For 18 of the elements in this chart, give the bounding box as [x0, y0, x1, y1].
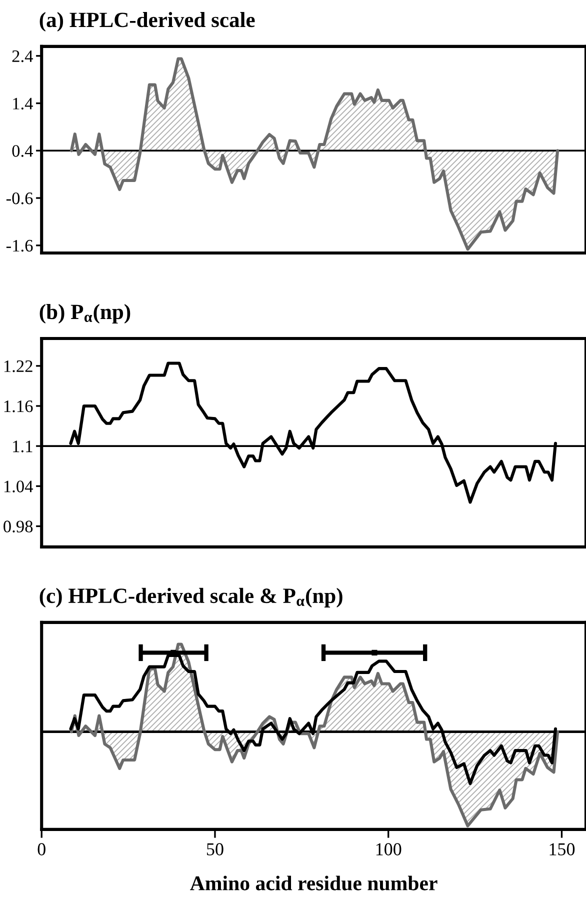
y-tick-label: -0.6 [6, 192, 33, 204]
x-tick-label: 150 [550, 843, 575, 856]
y-tick-label: 0.4 [12, 145, 33, 157]
chart-title: (a) HPLC-derived scale [40, 12, 255, 32]
y-tick-label: 2.4 [12, 50, 33, 62]
y-tick-label: 1.4 [13, 98, 33, 110]
x-axis-title: Amino acid residue number [190, 876, 438, 890]
y-tick-label: 1.04 [4, 480, 33, 492]
y-tick-label: 0.98 [4, 520, 33, 532]
y-tick-label: 1.22 [4, 360, 32, 372]
chart-title: (c) HPLC-derived scale & P$_{α}$(np) [40, 588, 342, 608]
x-tick-label: 50 [207, 843, 224, 856]
y-tick-label: 1.16 [4, 400, 33, 412]
y-tick-label: -1.6 [6, 240, 33, 252]
chart-title: (b) P$_{α}$(np) [40, 304, 130, 324]
x-tick-label: 100 [376, 843, 402, 856]
y-tick-label: 1.1 [13, 440, 32, 452]
x-tick-label: 0 [38, 843, 46, 856]
